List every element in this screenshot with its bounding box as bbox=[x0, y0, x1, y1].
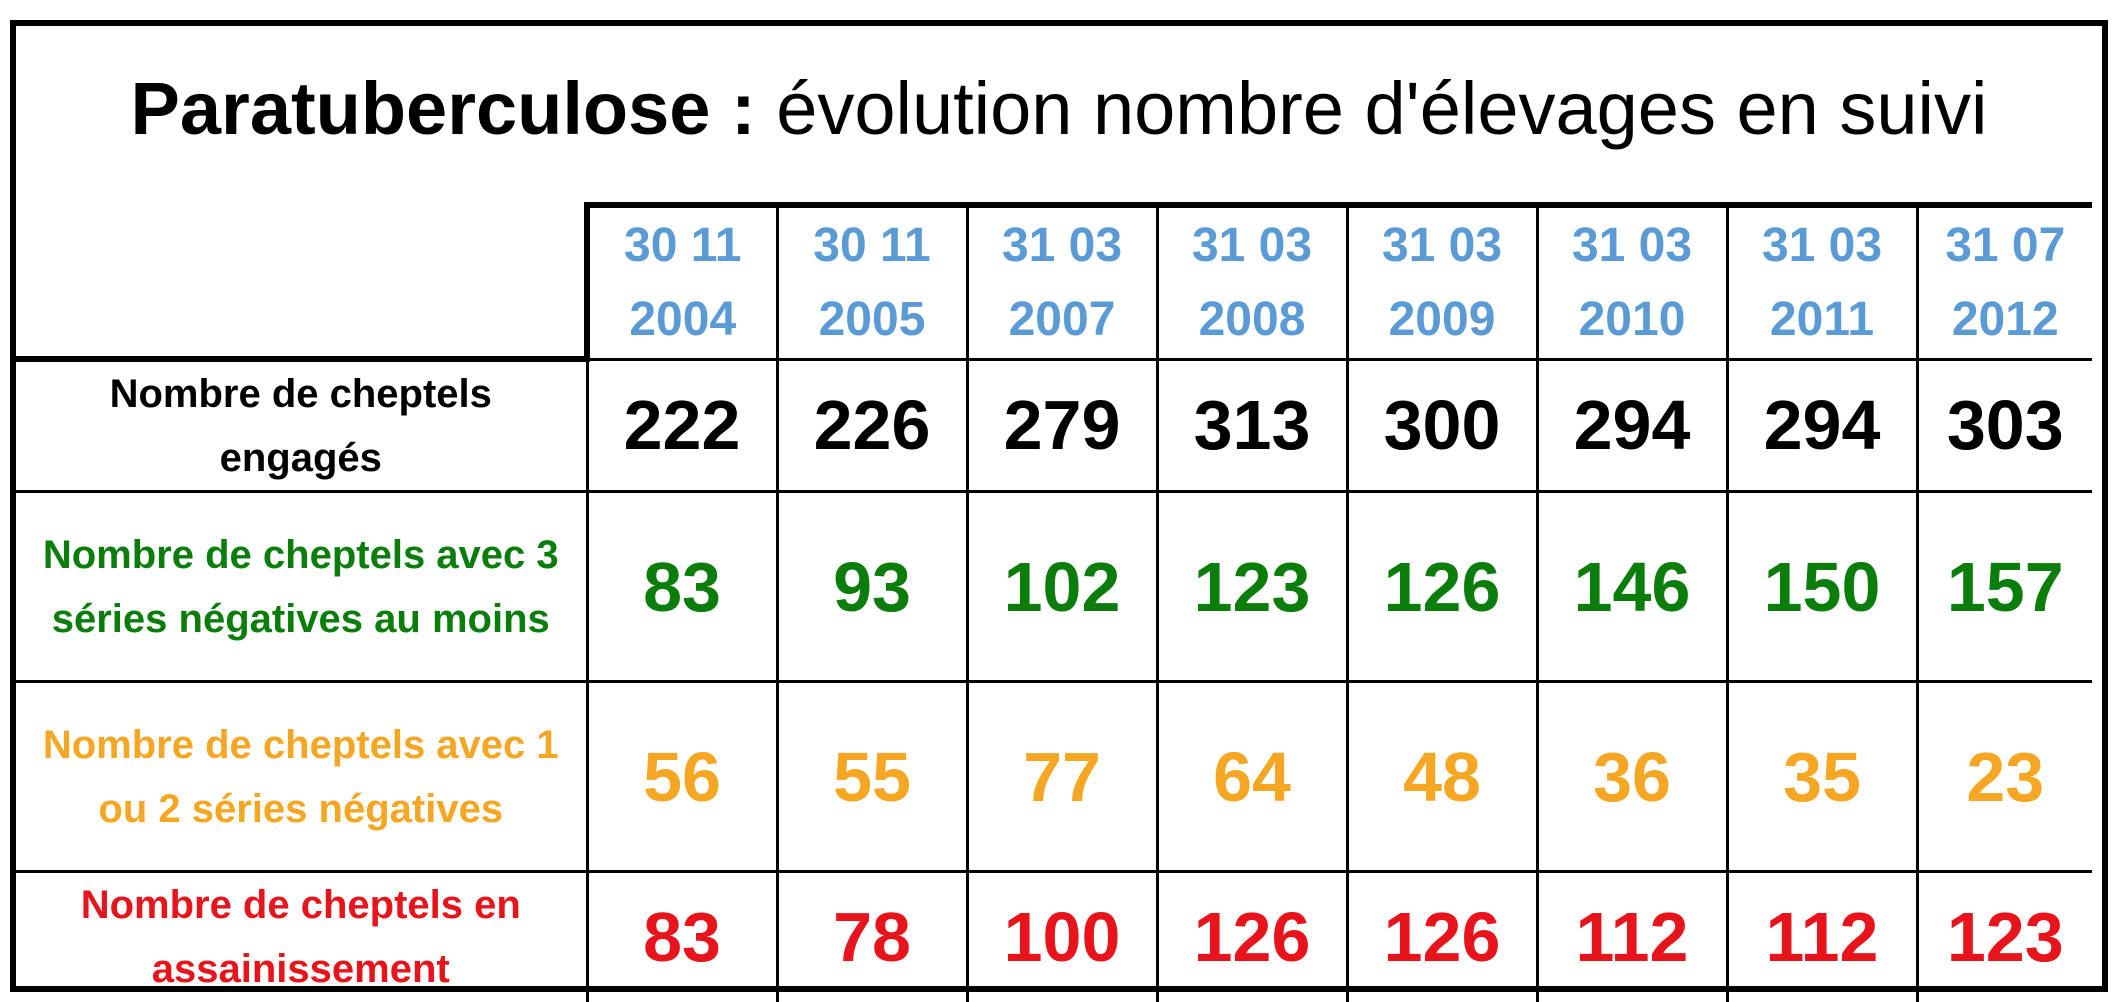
date-header-2007: 31 03 2007 bbox=[967, 205, 1157, 359]
value-cell: 36 bbox=[1537, 682, 1727, 872]
value-cell: 83 bbox=[587, 492, 777, 682]
date-line1: 31 03 bbox=[1349, 209, 1536, 283]
value-cell: 112 bbox=[1537, 872, 1727, 1002]
value-cell: 55 bbox=[777, 682, 967, 872]
value-cell: 112 bbox=[1727, 872, 1917, 1002]
date-line2: 2008 bbox=[1159, 283, 1346, 357]
value-cell: 300 bbox=[1347, 359, 1537, 492]
row-label-engaged: Nombre de cheptels engagés bbox=[16, 359, 587, 492]
value-cell: 100 bbox=[967, 872, 1157, 1002]
value-cell: 150 bbox=[1727, 492, 1917, 682]
value-cell: 294 bbox=[1537, 359, 1727, 492]
value-cell: 146 bbox=[1537, 492, 1727, 682]
date-line1: 31 07 bbox=[1919, 209, 2093, 283]
value-cell: 123 bbox=[1917, 872, 2092, 1002]
value-cell: 279 bbox=[967, 359, 1157, 492]
title-rest-part: évolution nombre d'élevages en suivi bbox=[756, 67, 1988, 150]
date-header-2010: 31 03 2010 bbox=[1537, 205, 1727, 359]
row-three-negative: Nombre de cheptels avec 3 séries négativ… bbox=[16, 492, 2092, 682]
value-cell: 23 bbox=[1917, 682, 2092, 872]
date-line2: 2009 bbox=[1349, 283, 1536, 357]
date-line1: 31 03 bbox=[1159, 209, 1346, 283]
date-line1: 30 11 bbox=[779, 209, 966, 283]
value-cell: 48 bbox=[1347, 682, 1537, 872]
value-cell: 303 bbox=[1917, 359, 2092, 492]
row-engaged: Nombre de cheptels engagés 222 226 279 3… bbox=[16, 359, 2092, 492]
date-header-2005: 30 11 2005 bbox=[777, 205, 967, 359]
value-cell: 294 bbox=[1727, 359, 1917, 492]
date-header-2012: 31 07 2012 bbox=[1917, 205, 2092, 359]
date-line1: 31 03 bbox=[1729, 209, 1916, 283]
value-cell: 226 bbox=[777, 359, 967, 492]
date-header-2011: 31 03 2011 bbox=[1727, 205, 1917, 359]
date-line2: 2011 bbox=[1729, 283, 1916, 357]
date-line2: 2005 bbox=[779, 283, 966, 357]
date-header-2008: 31 03 2008 bbox=[1157, 205, 1347, 359]
table-frame: Paratuberculose : évolution nombre d'éle… bbox=[10, 20, 2108, 992]
date-line2: 2007 bbox=[969, 283, 1156, 357]
date-line1: 31 03 bbox=[1539, 209, 1726, 283]
value-cell: 56 bbox=[587, 682, 777, 872]
value-cell: 222 bbox=[587, 359, 777, 492]
row-remediation: Nombre de cheptels en assainissement 83 … bbox=[16, 872, 2092, 1002]
value-cell: 102 bbox=[967, 492, 1157, 682]
date-header-2009: 31 03 2009 bbox=[1347, 205, 1537, 359]
title-bold-part: Paratuberculose : bbox=[131, 67, 756, 150]
row-label-one-two-negative: Nombre de cheptels avec 1 ou 2 séries né… bbox=[16, 682, 587, 872]
row-label-three-negative: Nombre de cheptels avec 3 séries négativ… bbox=[16, 492, 587, 682]
value-cell: 313 bbox=[1157, 359, 1347, 492]
value-cell: 126 bbox=[1347, 872, 1537, 1002]
value-cell: 77 bbox=[967, 682, 1157, 872]
date-line1: 31 03 bbox=[969, 209, 1156, 283]
corner-cell bbox=[16, 205, 587, 359]
value-cell: 64 bbox=[1157, 682, 1347, 872]
value-cell: 78 bbox=[777, 872, 967, 1002]
value-cell: 123 bbox=[1157, 492, 1347, 682]
date-header-2004: 30 11 2004 bbox=[587, 205, 777, 359]
date-line2: 2012 bbox=[1919, 283, 2093, 357]
table-title: Paratuberculose : évolution nombre d'éle… bbox=[16, 66, 2102, 151]
value-cell: 126 bbox=[1347, 492, 1537, 682]
date-line2: 2004 bbox=[590, 283, 776, 357]
row-one-two-negative: Nombre de cheptels avec 1 ou 2 séries né… bbox=[16, 682, 2092, 872]
date-line1: 30 11 bbox=[590, 209, 776, 283]
value-cell: 35 bbox=[1727, 682, 1917, 872]
row-label-remediation: Nombre de cheptels en assainissement bbox=[16, 872, 587, 1002]
value-cell: 126 bbox=[1157, 872, 1347, 1002]
value-cell: 93 bbox=[777, 492, 967, 682]
value-cell: 157 bbox=[1917, 492, 2092, 682]
value-cell: 83 bbox=[587, 872, 777, 1002]
header-row: 30 11 2004 30 11 2005 31 03 2007 31 03 2008 … bbox=[16, 205, 2092, 359]
data-table: 30 11 2004 30 11 2005 31 03 2007 31 03 2008 … bbox=[16, 202, 2092, 1002]
date-line2: 2010 bbox=[1539, 283, 1726, 357]
